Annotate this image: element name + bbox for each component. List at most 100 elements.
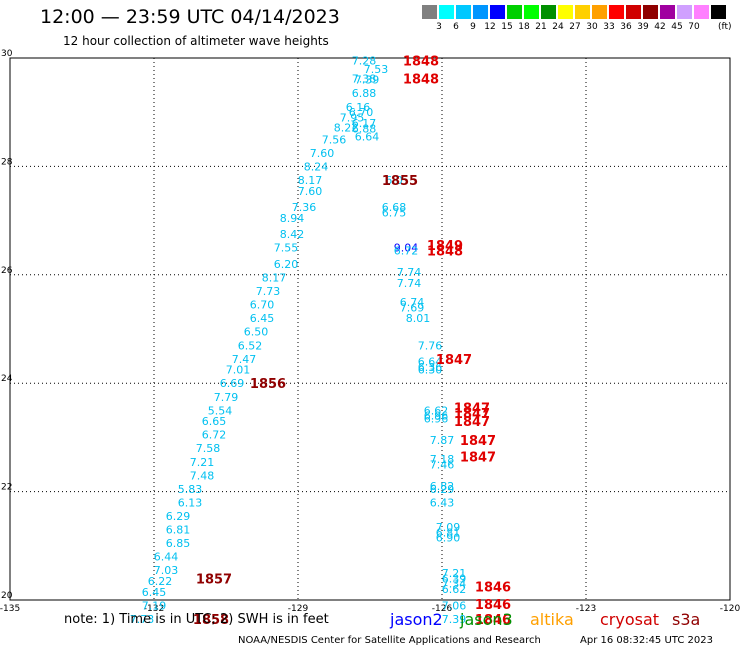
wave-height-label: 6.22 <box>148 575 173 588</box>
wave-height-label: 7.38 <box>352 73 377 86</box>
wave-height-label: 7.69 <box>400 301 425 314</box>
wave-height-label: 6.72 <box>394 244 419 257</box>
color-scale-label: 45 <box>671 22 683 32</box>
wave-height-label: 8.17 <box>298 174 323 187</box>
satellite-label-altika: altika <box>530 610 574 629</box>
color-scale-label: 12 <box>484 22 496 32</box>
wave-height-label: 6.20 <box>274 258 299 271</box>
time-label: 1856 <box>250 377 286 392</box>
wave-height-label: 6.39 <box>442 572 467 585</box>
y-tick-label: 20 <box>1 591 13 601</box>
wave-height-label: 6.13 <box>178 496 203 509</box>
wave-height-label: 6.88 <box>352 122 377 135</box>
color-scale-cell <box>592 5 607 19</box>
color-scale-label: 39 <box>637 22 649 32</box>
footer-credit: NOAA/NESDIS Center for Satellite Applica… <box>238 635 541 646</box>
y-tick-label: 24 <box>1 374 13 384</box>
footer-timestamp: Apr 16 08:32:45 UTC 2023 <box>580 635 713 646</box>
wave-height-label: 7.47 <box>232 353 257 366</box>
y-tick-label: 30 <box>1 49 13 59</box>
footer-note: note: 1) Time is in UTC; 2) SWH is in fe… <box>64 612 329 627</box>
wave-height-label: 7.01 <box>226 364 251 377</box>
wave-height-label: 6.29 <box>166 510 191 523</box>
color-scale-cell <box>524 5 539 19</box>
color-scale-label: 33 <box>603 22 615 32</box>
wave-height-label: 9.04 <box>394 242 419 255</box>
wave-height-label: 6.64 <box>418 356 443 369</box>
wave-height-label: 8.42 <box>280 228 305 241</box>
wave-height-label: 7.58 <box>196 442 221 455</box>
wave-height-label: 7.19 <box>142 599 167 612</box>
color-scale-cell <box>575 5 590 19</box>
wave-height-label: 7.09 <box>436 521 461 534</box>
wave-height-label: 7.76 <box>418 339 443 352</box>
wave-height-label: 6.70 <box>349 106 374 119</box>
wave-height-label: 6.64 <box>355 131 380 144</box>
time-label: 1847 <box>436 353 472 368</box>
time-label: 1849 <box>427 239 463 254</box>
wave-height-label: 6.65 <box>202 415 227 428</box>
wave-height-label: 7.39 <box>442 613 467 626</box>
time-label: 1846 <box>475 598 511 613</box>
satellite-label-s3a: s3a <box>672 610 701 629</box>
wave-height-label: 7.60 <box>310 147 335 160</box>
color-scale-label: 3 <box>436 22 442 32</box>
wave-height-label: 6.30 <box>418 364 443 377</box>
color-scale-cell <box>422 5 437 19</box>
wave-height-label: 8.94 <box>280 212 305 225</box>
color-scale-label: 15 <box>501 22 513 32</box>
color-scale-cell <box>626 5 641 19</box>
time-label: 1847 <box>460 434 496 449</box>
wave-height-label: 7.34 <box>442 578 467 591</box>
wave-height-label: 7.21 <box>442 567 467 580</box>
wave-height-label: 7.21 <box>190 456 215 469</box>
satellite-label-cryosat: cryosat <box>600 610 660 629</box>
satellite-label-jason2: jason2 <box>390 610 443 629</box>
wave-height-label: 7.28 <box>352 55 377 68</box>
y-tick-label: 28 <box>1 157 13 167</box>
wave-height-label: 6.50 <box>244 326 269 339</box>
wave-height-label: 7.06 <box>442 599 467 612</box>
wave-height-label: 6.45 <box>250 312 275 325</box>
time-label: 1848 <box>427 244 463 259</box>
wave-height-label: 6.90 <box>436 532 461 545</box>
color-scale-label: 30 <box>586 22 598 32</box>
x-tick-label: -123 <box>576 604 596 614</box>
wave-height-label: 6.68 <box>382 201 407 214</box>
time-label: 1848 <box>403 55 439 70</box>
wave-height-label: 6.74 <box>400 296 425 309</box>
color-scale-label: 70 <box>688 22 700 32</box>
x-tick-label: -132 <box>144 604 164 614</box>
wave-height-label: 6.16 <box>346 101 371 114</box>
wave-height-label: 7.95 <box>340 112 365 125</box>
wave-height-label: 6.52 <box>238 339 263 352</box>
time-label: 1846 <box>475 580 511 595</box>
time-label: 1847 <box>454 402 490 417</box>
color-scale-unit: (ft) <box>718 22 732 32</box>
color-scale-label: 6 <box>453 22 459 32</box>
color-scale-cell <box>558 5 573 19</box>
wave-height-label: 7.87 <box>430 434 455 447</box>
wave-height-label: 6.75 <box>382 206 407 219</box>
y-tick-label: 26 <box>1 266 13 276</box>
wave-height-label: 8.17 <box>262 272 287 285</box>
wave-height-label: 7.48 <box>190 469 215 482</box>
x-tick-label: -135 <box>0 604 20 614</box>
wave-height-label: 6.96 <box>424 412 449 425</box>
wave-height-label: 6.29 <box>430 483 455 496</box>
wave-height-label: 8.24 <box>304 160 329 173</box>
color-scale-label: 42 <box>654 22 666 32</box>
time-label: 1858 <box>193 613 229 628</box>
wave-height-label: 8.22 <box>334 121 359 134</box>
wave-height-label: 6.62 <box>424 404 449 417</box>
wave-height-label: 6.69 <box>220 377 245 390</box>
color-scale-label: 21 <box>535 22 547 32</box>
color-scale-cell <box>643 5 658 19</box>
wave-height-label: 6.88 <box>352 87 377 100</box>
wave-height-label: 7.46 <box>430 459 455 472</box>
wave-height-label: 8.01 <box>406 312 431 325</box>
wave-height-label: 7.79 <box>214 391 239 404</box>
x-tick-label: -120 <box>720 604 740 614</box>
color-scale-cell <box>541 5 556 19</box>
